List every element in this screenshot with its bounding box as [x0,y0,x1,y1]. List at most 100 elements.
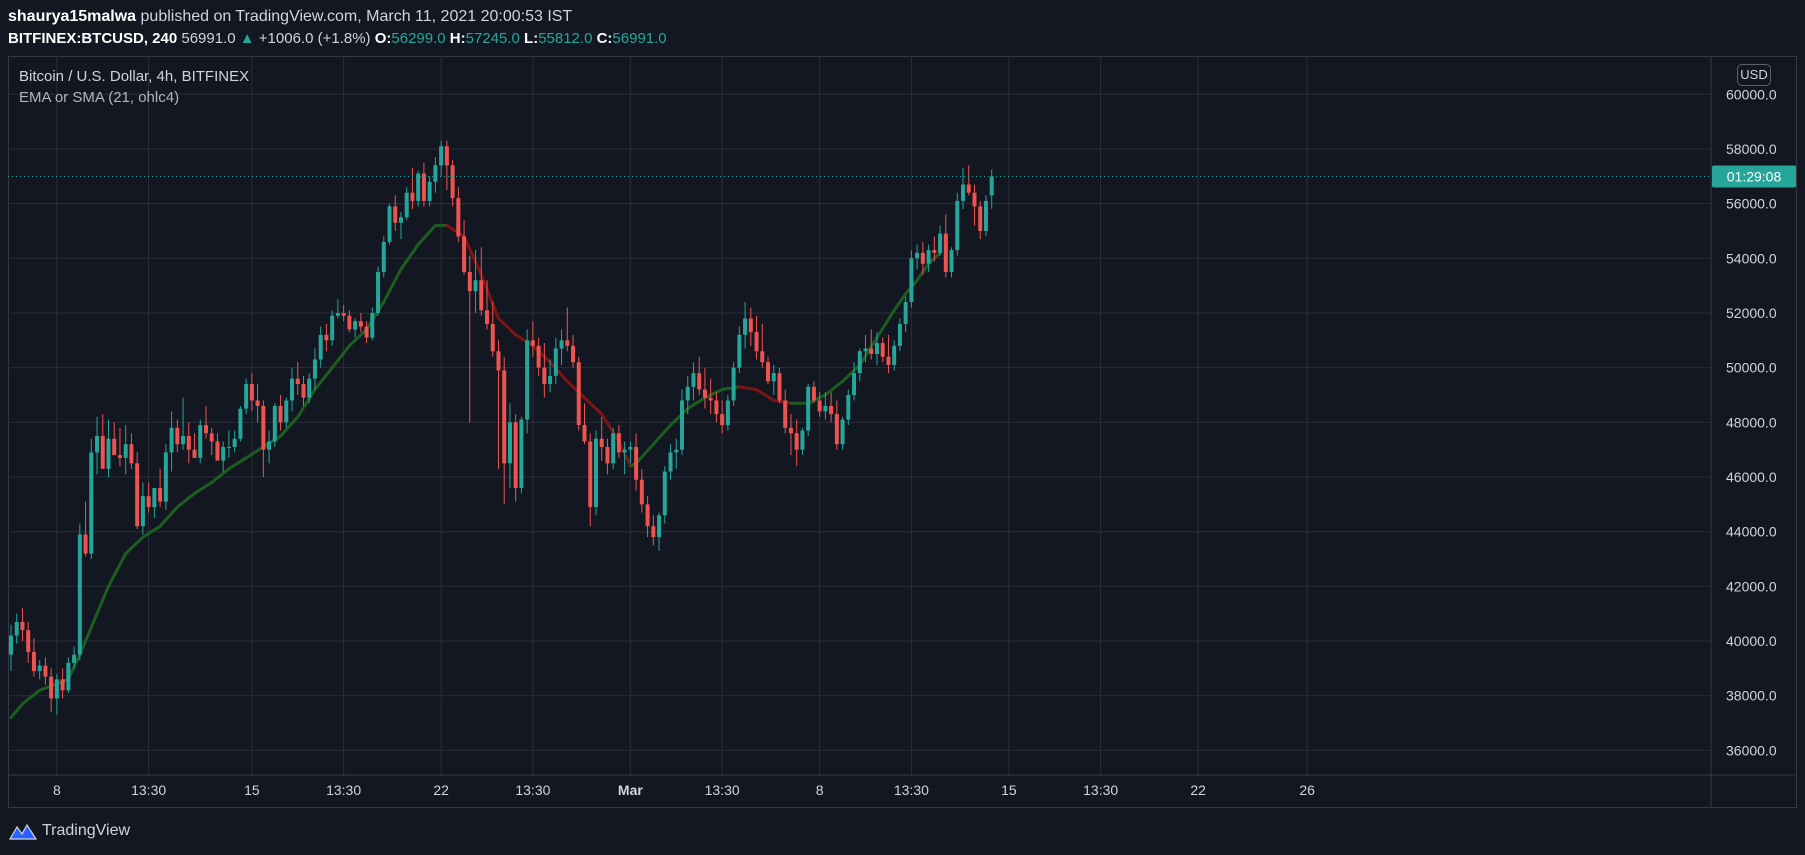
candle-body [198,425,203,458]
candle-body [983,200,988,231]
candle-body [49,676,54,699]
x-tick-label: 26 [1299,782,1315,798]
candle-body [628,446,633,450]
candle-body [943,233,948,272]
ema-line-segment [531,344,552,364]
candle-body [955,200,960,251]
candle-body [811,386,816,401]
close-label: C: [592,30,613,47]
chart-frame [8,56,1797,808]
candle-body [714,400,719,415]
candle-body [83,534,88,554]
candle-body [163,452,168,502]
candle-body [290,378,295,401]
candlestick-chart[interactable]: 36000.0 38000.0 40000.0 42000.0 44000.0 46000… [8,56,1797,808]
candle-body [553,348,558,376]
candle-body [571,345,576,363]
open-value: 56299.0 [391,30,446,47]
publish-info: published on TradingView.com, March 11, … [136,8,573,25]
y-tick-label: 36000.0 [1726,742,1777,758]
ema-line-segment [141,524,162,539]
candle-body [892,345,897,365]
x-tick-label: 13:30 [894,782,929,798]
candle-body [794,433,799,450]
candle-body [95,436,100,453]
low-label: L: [519,30,539,47]
candle-body [961,184,966,201]
chart-legend: Bitcoin / U.S. Dollar, 4h, BITFINEX EMA … [19,66,249,108]
candle-body [295,378,300,385]
candle-body [181,436,186,445]
candle-body [874,343,879,354]
candle-body [611,433,616,464]
candle-body [622,449,627,453]
candle-body [966,184,971,193]
candle-body [502,370,507,464]
candle-body [249,384,254,401]
ema-line-segment [313,366,334,392]
candle-body [221,446,226,461]
ema-line-segment [806,393,827,405]
candle-body [169,427,174,453]
tradingview-brand[interactable]: TradingView [42,822,131,839]
candle-body [129,444,134,464]
candle-body [410,192,415,201]
last-price-label-bg [1712,165,1796,188]
candle-body [846,394,851,420]
candle-body [662,471,667,516]
candle-body [421,173,426,201]
ema-line-segment [193,480,214,495]
ema-line-segment [737,385,759,392]
ema-line-segment [445,223,466,238]
ema-line-segment [158,505,179,528]
candle-body [393,206,398,223]
open-label: O: [374,30,392,47]
author-name[interactable]: shaurya15malwa [8,8,137,25]
ema-line-segment [600,412,621,443]
candle-body [702,389,707,398]
ema-line-segment [106,552,128,588]
candle-body [880,343,885,357]
candle-body [771,373,776,382]
ema-line-segment [892,292,908,312]
y-tick-label: 52000.0 [1726,305,1777,321]
candle-body [978,206,983,231]
ema-line-segment [703,388,724,400]
ema-line-segment [279,415,300,438]
candle-body [972,192,977,207]
candle-body [823,405,828,412]
candle-body [708,397,713,401]
candle-body [777,373,782,401]
currency-button[interactable]: USD [1737,64,1771,86]
candle-body [576,362,581,426]
candle-body [318,334,323,360]
candle-body [817,400,822,412]
candle-body [123,444,128,458]
ema-line-segment [772,398,793,405]
candle-body [112,438,117,456]
candle-body [926,250,931,264]
x-tick-label: 15 [244,782,260,798]
ema-line-segment [462,234,483,277]
candle-body [467,271,472,292]
ema-line-segment [382,267,403,304]
candle-body [582,425,587,442]
ema-line-segment [365,300,386,331]
candle-body [152,487,157,508]
candle-body [599,438,604,447]
ema-line-segment [124,535,145,556]
ema-line-segment [686,396,707,411]
ema-line-segment [175,491,197,509]
x-tick-label: 8 [816,782,824,798]
legend-title: Bitcoin / U.S. Dollar, 4h, BITFINEX [19,68,250,85]
candle-body [593,438,598,508]
candle-body [307,378,312,398]
legend-indicator[interactable]: EMA or SMA (21, ohlc4) [19,89,180,106]
candle-body [645,504,650,527]
ema-line-segment [330,344,351,370]
ema-line-segment [841,363,862,383]
candle-body [840,419,845,445]
candle-body [766,362,771,382]
candle-body [783,400,788,428]
candle-body [473,280,478,292]
